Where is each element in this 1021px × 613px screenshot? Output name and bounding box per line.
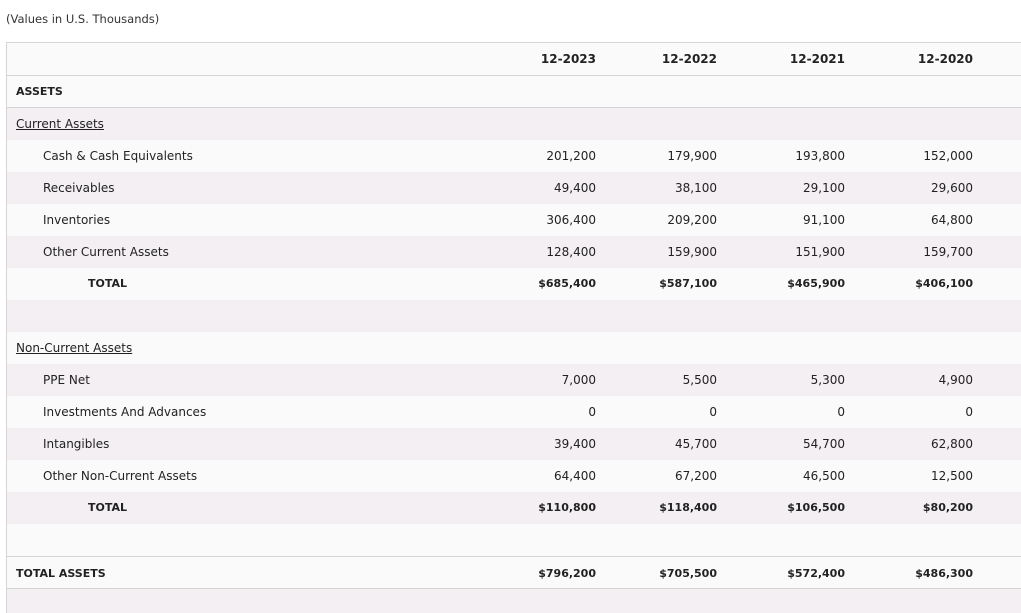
subsection-current-assets: Current Assets: [7, 108, 1021, 140]
row-value: 64,400: [554, 469, 596, 483]
section-title-row: ASSETS: [7, 76, 1021, 108]
row-label: Other Non-Current Assets: [43, 469, 198, 483]
row-value: 64,800: [931, 213, 973, 227]
units-note: (Values in U.S. Thousands): [6, 12, 160, 26]
row-value: 39,400: [554, 437, 596, 451]
row-label: Intangibles: [43, 437, 110, 451]
row-value: 128,400: [546, 245, 596, 259]
next-row-fragment: [7, 589, 1021, 613]
table-header: 12-2023 12-2022 12-2021 12-2020: [7, 43, 1021, 76]
row-value: 29,600: [931, 181, 973, 195]
total-value: $110,800: [538, 501, 596, 514]
current-assets-total-row: TOTAL $685,400 $587,100 $465,900 $406,10…: [7, 268, 1021, 300]
total-assets-row: TOTAL ASSETS $796,200 $705,500 $572,400 …: [7, 556, 1021, 589]
row-value: 179,900: [667, 149, 717, 163]
table-row: Other Current Assets 128,400 159,900 151…: [7, 236, 1021, 268]
spacer-row: [7, 300, 1021, 332]
row-value: 0: [588, 405, 596, 419]
total-assets-value: $572,400: [787, 567, 845, 580]
balance-sheet-table: 12-2023 12-2022 12-2021 12-2020 ASSETS C…: [6, 42, 1021, 613]
row-value: 201,200: [546, 149, 596, 163]
total-label: TOTAL: [88, 277, 128, 290]
total-assets-value: $705,500: [659, 567, 717, 580]
table-row: Inventories 306,400 209,200 91,100 64,80…: [7, 204, 1021, 236]
row-value: 5,500: [682, 373, 717, 387]
row-value: 193,800: [795, 149, 845, 163]
total-value: $80,200: [922, 501, 973, 514]
row-value: 46,500: [803, 469, 845, 483]
row-value: 54,700: [803, 437, 845, 451]
row-value: 4,900: [938, 373, 973, 387]
row-value: 38,100: [675, 181, 717, 195]
total-assets-value: $796,200: [538, 567, 596, 580]
column-header[interactable]: 12-2023: [540, 52, 596, 66]
table-row: Cash & Cash Equivalents 201,200 179,900 …: [7, 140, 1021, 172]
row-value: 49,400: [554, 181, 596, 195]
table-row: Investments And Advances 0 0 0 0: [7, 396, 1021, 428]
total-value: $685,400: [538, 277, 596, 290]
row-label: PPE Net: [43, 373, 90, 387]
row-value: 7,000: [561, 373, 596, 387]
total-assets-label: TOTAL ASSETS: [16, 567, 106, 580]
row-value: 45,700: [675, 437, 717, 451]
total-value: $106,500: [787, 501, 845, 514]
row-label: Inventories: [43, 213, 111, 227]
total-value: $465,900: [787, 277, 845, 290]
column-header[interactable]: 12-2021: [789, 52, 845, 66]
row-value: 151,900: [795, 245, 845, 259]
non-current-assets-link[interactable]: Non-Current Assets: [16, 341, 133, 355]
row-value: 0: [709, 405, 717, 419]
row-value: 5,300: [810, 373, 845, 387]
total-label: TOTAL: [88, 501, 128, 514]
total-value: $587,100: [659, 277, 717, 290]
row-value: 159,700: [923, 245, 973, 259]
total-assets-value: $486,300: [915, 567, 973, 580]
table-row: Receivables 49,400 38,100 29,100 29,600: [7, 172, 1021, 204]
current-assets-link[interactable]: Current Assets: [16, 117, 104, 131]
column-header[interactable]: 12-2020: [917, 52, 973, 66]
row-label: Receivables: [43, 181, 115, 195]
row-label: Other Current Assets: [43, 245, 169, 259]
subsection-non-current-assets: Non-Current Assets: [7, 332, 1021, 364]
row-value: 306,400: [546, 213, 596, 227]
table-row: Intangibles 39,400 45,700 54,700 62,800: [7, 428, 1021, 460]
row-value: 91,100: [803, 213, 845, 227]
row-value: 12,500: [931, 469, 973, 483]
table-row: Other Non-Current Assets 64,400 67,200 4…: [7, 460, 1021, 492]
total-value: $406,100: [915, 277, 973, 290]
row-value: 152,000: [923, 149, 973, 163]
column-header[interactable]: 12-2022: [661, 52, 717, 66]
row-value: 67,200: [675, 469, 717, 483]
row-label: Investments And Advances: [43, 405, 207, 419]
table-row: PPE Net 7,000 5,500 5,300 4,900: [7, 364, 1021, 396]
row-value: 209,200: [667, 213, 717, 227]
section-title: ASSETS: [16, 85, 63, 98]
non-current-assets-total-row: TOTAL $110,800 $118,400 $106,500 $80,200: [7, 492, 1021, 524]
row-value: 29,100: [803, 181, 845, 195]
row-value: 0: [965, 405, 973, 419]
total-value: $118,400: [659, 501, 717, 514]
spacer-row: [7, 524, 1021, 556]
row-label: Cash & Cash Equivalents: [43, 149, 193, 163]
row-value: 0: [837, 405, 845, 419]
row-value: 62,800: [931, 437, 973, 451]
row-value: 159,900: [667, 245, 717, 259]
